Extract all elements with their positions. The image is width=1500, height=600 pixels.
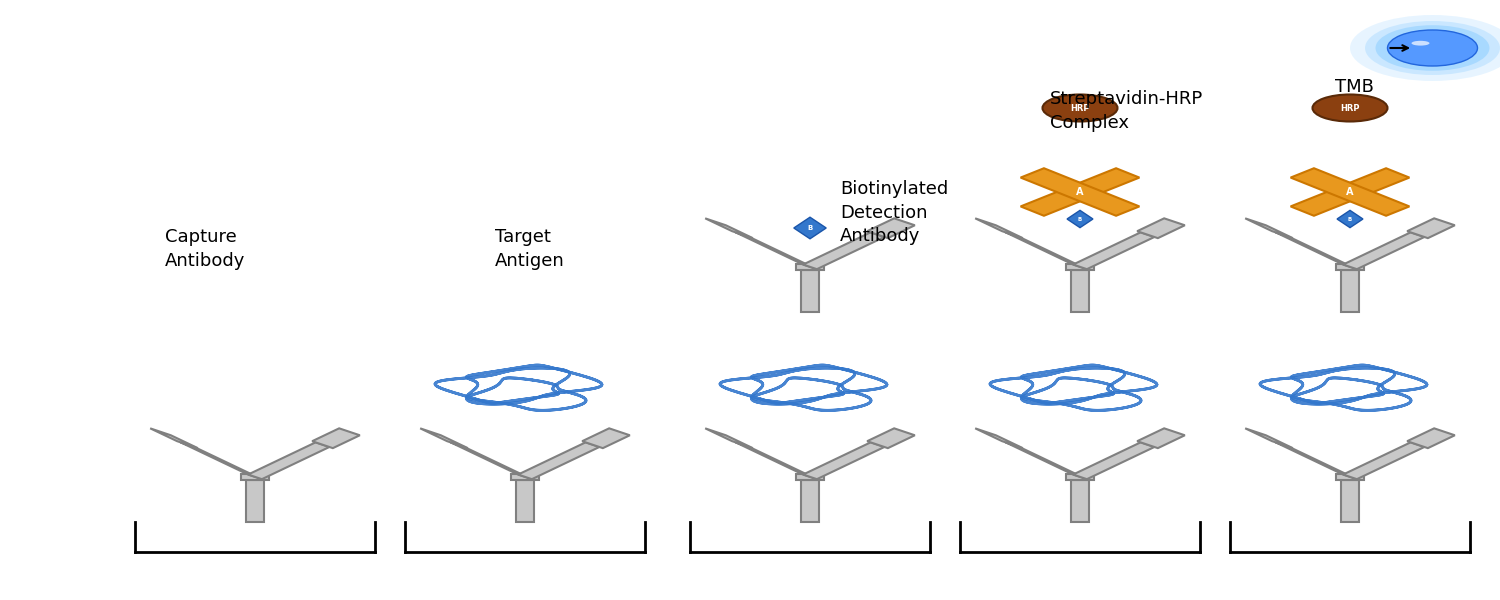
- Circle shape: [1388, 30, 1478, 66]
- Polygon shape: [1290, 168, 1410, 216]
- Polygon shape: [1245, 218, 1293, 238]
- Ellipse shape: [1312, 95, 1388, 121]
- Polygon shape: [705, 218, 753, 238]
- Polygon shape: [1020, 168, 1140, 216]
- Polygon shape: [1290, 168, 1410, 216]
- FancyBboxPatch shape: [801, 480, 819, 522]
- Polygon shape: [180, 442, 262, 479]
- Text: Target
Antigen: Target Antigen: [495, 228, 564, 269]
- Polygon shape: [867, 218, 915, 238]
- Polygon shape: [1336, 211, 1364, 227]
- Circle shape: [1350, 15, 1500, 81]
- Polygon shape: [1137, 428, 1185, 448]
- Polygon shape: [248, 442, 330, 479]
- Bar: [1065, 264, 1095, 270]
- Text: B: B: [807, 225, 813, 231]
- Polygon shape: [582, 428, 630, 448]
- Bar: [510, 474, 540, 480]
- Polygon shape: [1407, 218, 1455, 238]
- FancyBboxPatch shape: [801, 270, 819, 312]
- Polygon shape: [1245, 428, 1293, 448]
- Polygon shape: [975, 218, 1023, 238]
- Ellipse shape: [1042, 95, 1118, 121]
- FancyBboxPatch shape: [1341, 480, 1359, 522]
- Text: A: A: [1346, 187, 1353, 197]
- Polygon shape: [1275, 442, 1358, 479]
- Polygon shape: [1137, 218, 1185, 238]
- Polygon shape: [1407, 428, 1455, 448]
- FancyBboxPatch shape: [246, 480, 264, 522]
- Polygon shape: [735, 442, 818, 479]
- Text: Biotinylated
Detection
Antibody: Biotinylated Detection Antibody: [840, 180, 948, 245]
- Polygon shape: [1020, 168, 1140, 216]
- Polygon shape: [150, 428, 198, 448]
- Polygon shape: [1005, 232, 1088, 269]
- Polygon shape: [975, 428, 1023, 448]
- Text: B: B: [1078, 217, 1082, 221]
- Polygon shape: [1342, 442, 1425, 479]
- Polygon shape: [450, 442, 532, 479]
- Polygon shape: [705, 428, 753, 448]
- Text: A: A: [1077, 187, 1083, 197]
- Text: HRP: HRP: [1071, 103, 1089, 113]
- Polygon shape: [518, 442, 600, 479]
- Ellipse shape: [1412, 41, 1430, 46]
- Polygon shape: [867, 428, 915, 448]
- Polygon shape: [1342, 232, 1425, 269]
- Polygon shape: [1072, 232, 1155, 269]
- Bar: [795, 474, 825, 480]
- FancyBboxPatch shape: [1341, 270, 1359, 312]
- Polygon shape: [794, 217, 826, 239]
- Text: Streptavidin-HRP
Complex: Streptavidin-HRP Complex: [1050, 90, 1203, 131]
- Bar: [1335, 264, 1365, 270]
- FancyBboxPatch shape: [1071, 480, 1089, 522]
- Bar: [795, 264, 825, 270]
- Polygon shape: [802, 232, 885, 269]
- Bar: [1335, 474, 1365, 480]
- Polygon shape: [802, 442, 885, 479]
- Polygon shape: [1066, 211, 1094, 227]
- Polygon shape: [1275, 232, 1358, 269]
- Polygon shape: [1072, 442, 1155, 479]
- Circle shape: [1376, 25, 1490, 71]
- Text: TMB: TMB: [1335, 78, 1374, 96]
- FancyBboxPatch shape: [1071, 270, 1089, 312]
- Polygon shape: [1005, 442, 1088, 479]
- Circle shape: [1365, 21, 1500, 75]
- FancyBboxPatch shape: [516, 480, 534, 522]
- Bar: [1065, 474, 1095, 480]
- Polygon shape: [312, 428, 360, 448]
- Text: HRP: HRP: [1340, 103, 1359, 113]
- Text: Capture
Antibody: Capture Antibody: [165, 228, 246, 269]
- Bar: [240, 474, 270, 480]
- Polygon shape: [735, 232, 818, 269]
- Polygon shape: [420, 428, 468, 448]
- Text: B: B: [1348, 217, 1352, 221]
